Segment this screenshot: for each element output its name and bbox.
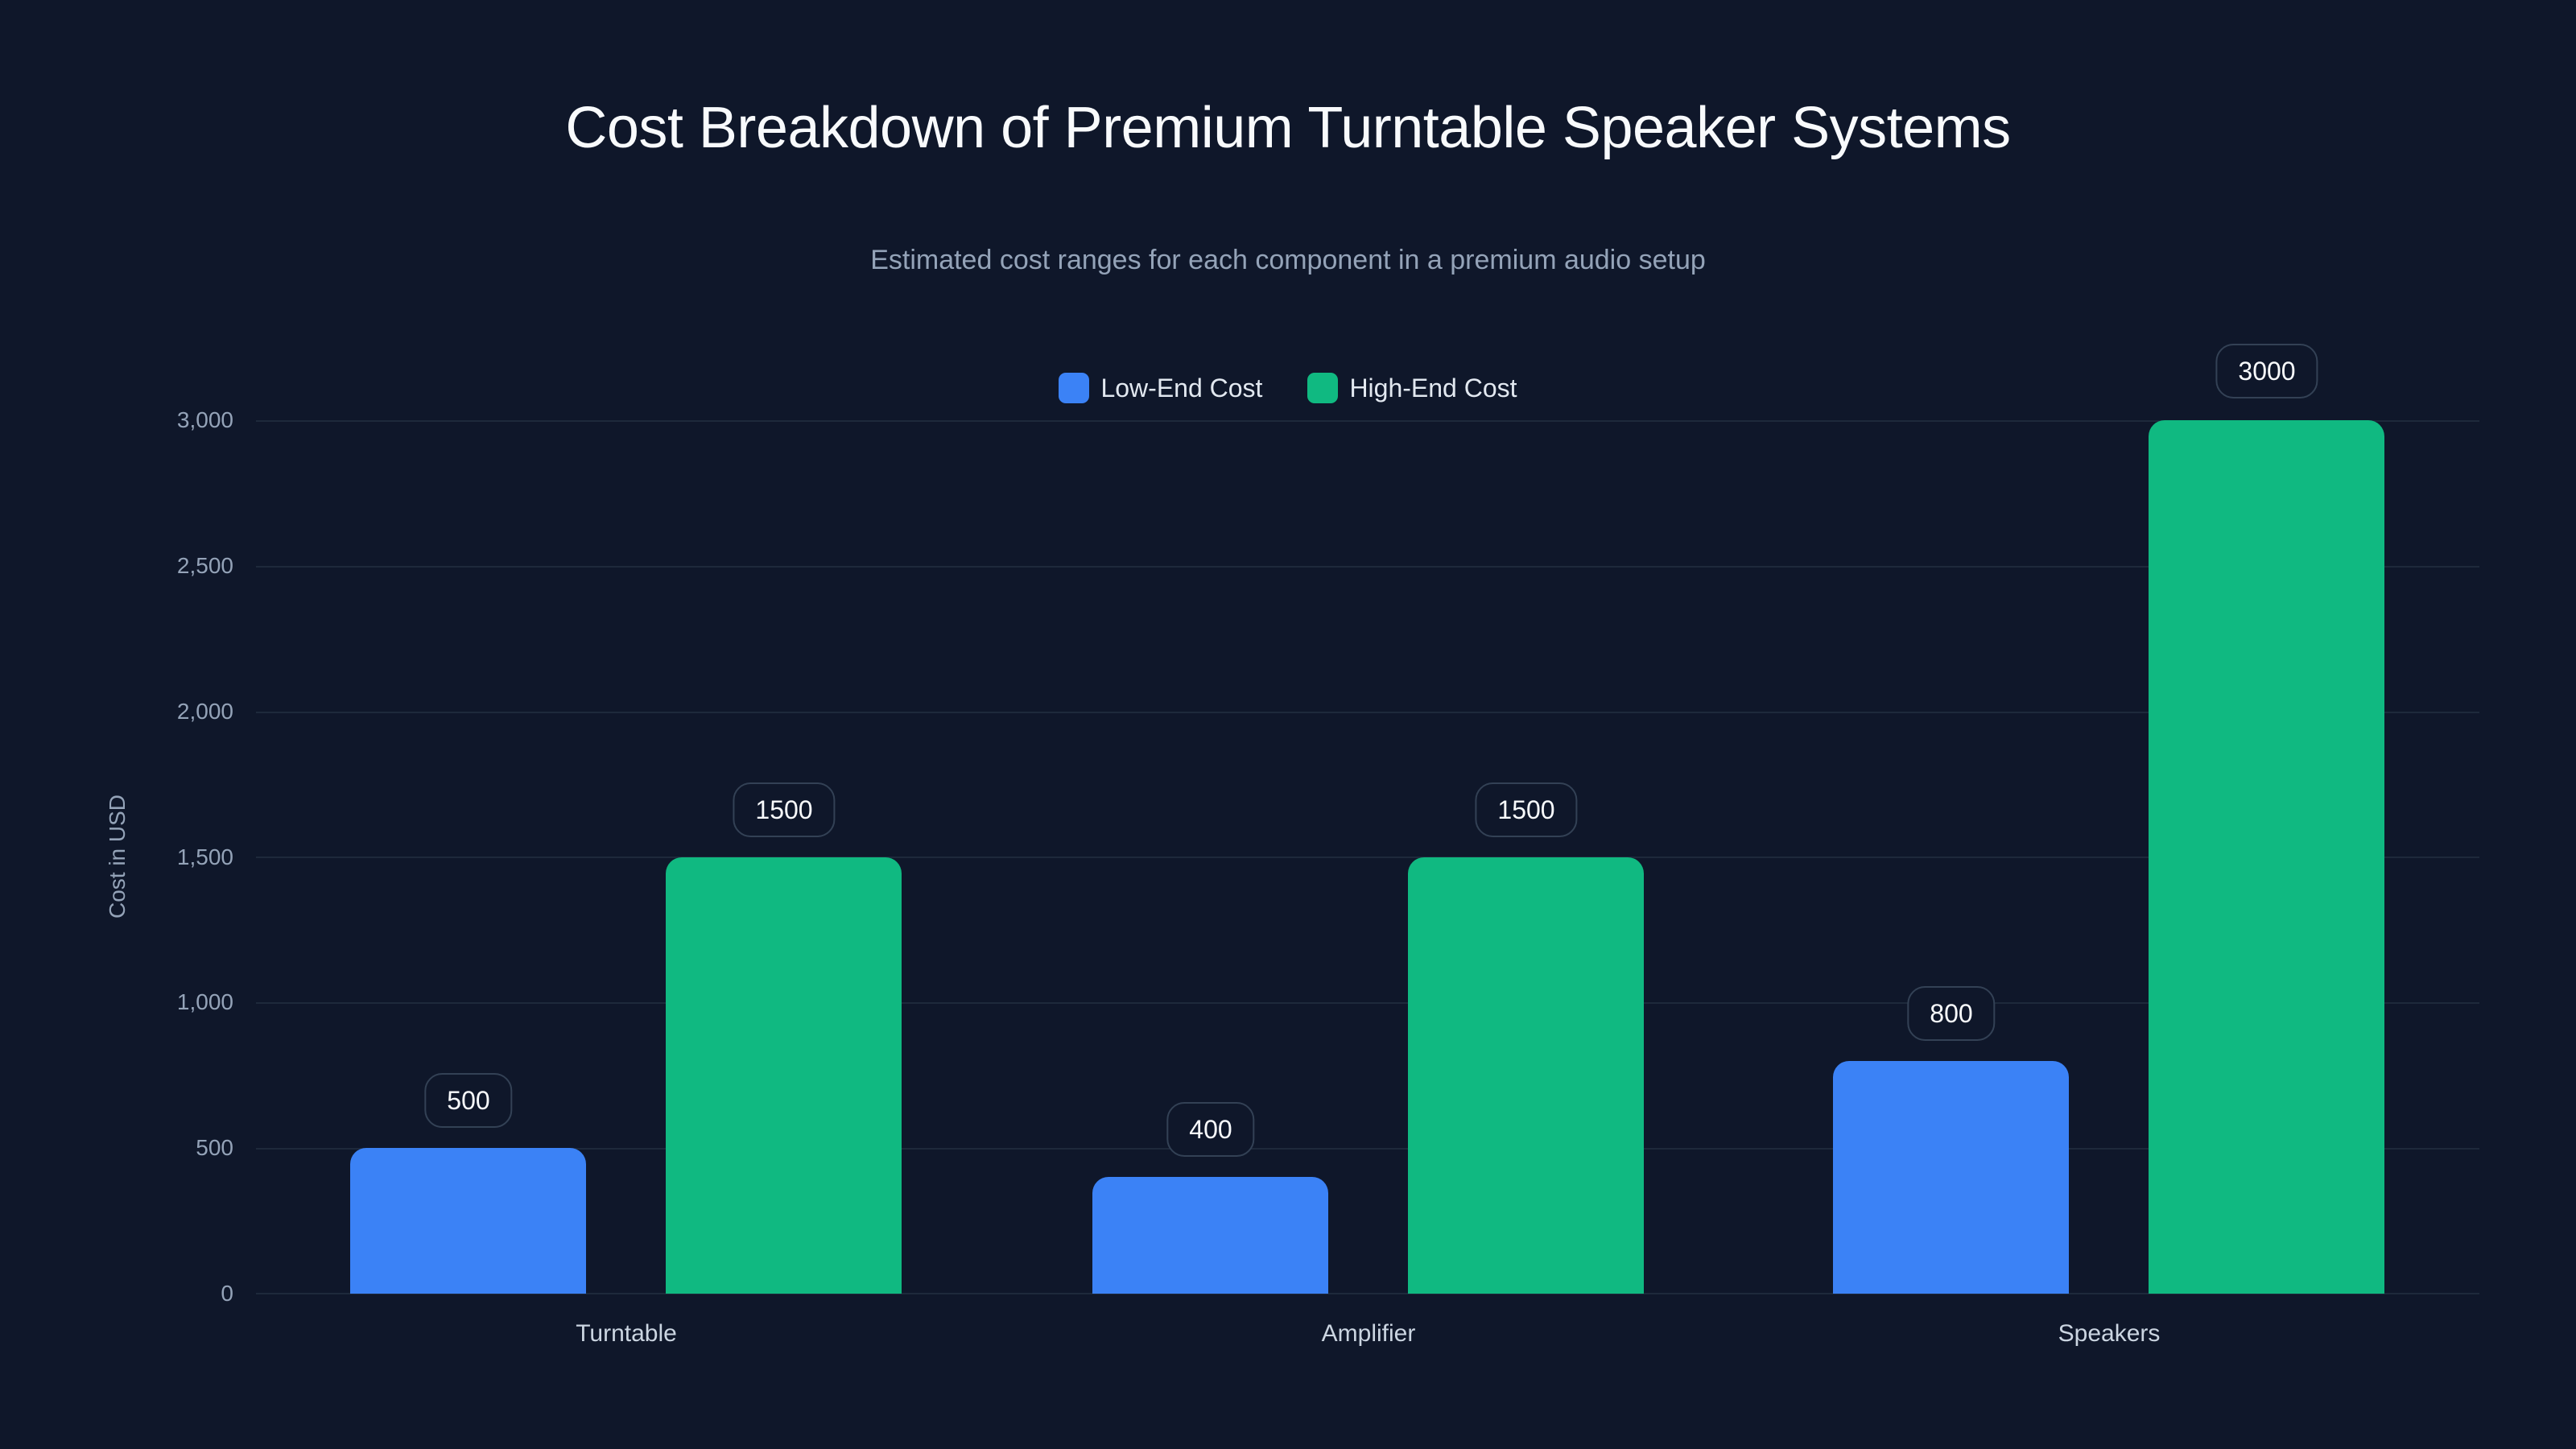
gridline: [256, 566, 2479, 568]
gridline: [256, 857, 2479, 858]
bar-amplifier-high-end[interactable]: [1408, 857, 1644, 1294]
legend-label: Low-End Cost: [1100, 373, 1263, 402]
legend-swatch-low-end-icon: [1059, 373, 1090, 403]
y-tick: 1,000: [176, 989, 233, 1014]
bar-amplifier-low-end[interactable]: [1092, 1177, 1328, 1294]
data-label: 400: [1166, 1102, 1255, 1157]
x-tick-speakers: Speakers: [2058, 1320, 2161, 1347]
x-tick-turntable: Turntable: [576, 1320, 677, 1347]
legend-swatch-high-end-icon: [1307, 373, 1339, 403]
y-tick: 2,000: [176, 699, 233, 724]
bar-speakers-high-end[interactable]: [2149, 420, 2384, 1294]
x-axis-baseline: [256, 1293, 2479, 1294]
x-tick-amplifier: Amplifier: [1321, 1320, 1416, 1347]
bar-turntable-low-end[interactable]: [350, 1148, 586, 1294]
y-tick: 500: [196, 1135, 233, 1160]
data-label: 1500: [1475, 782, 1578, 837]
legend-label: High-End Cost: [1349, 373, 1517, 402]
y-tick: 0: [221, 1281, 233, 1306]
data-label: 1500: [733, 782, 836, 837]
plot-area: [256, 420, 2479, 1294]
gridline: [256, 1148, 2479, 1150]
gridline: [256, 420, 2479, 422]
bar-turntable-high-end[interactable]: [666, 857, 902, 1294]
bar-speakers-low-end[interactable]: [1833, 1061, 2069, 1294]
chart-title: Cost Breakdown of Premium Turntable Spea…: [565, 96, 2011, 160]
data-label: 500: [424, 1073, 513, 1128]
y-tick: 3,000: [176, 407, 233, 432]
chart-subtitle: Estimated cost ranges for each component…: [870, 245, 1706, 275]
legend: Low-End Cost High-End Cost: [0, 373, 2576, 403]
gridline: [256, 1002, 2479, 1004]
y-tick: 2,500: [176, 553, 233, 578]
data-label: 3000: [2215, 344, 2318, 398]
data-label: 800: [1907, 986, 1996, 1041]
legend-item-high-end[interactable]: High-End Cost: [1307, 373, 1517, 403]
y-tick: 1,500: [176, 844, 233, 869]
gridline: [256, 712, 2479, 713]
legend-item-low-end[interactable]: Low-End Cost: [1059, 373, 1262, 403]
